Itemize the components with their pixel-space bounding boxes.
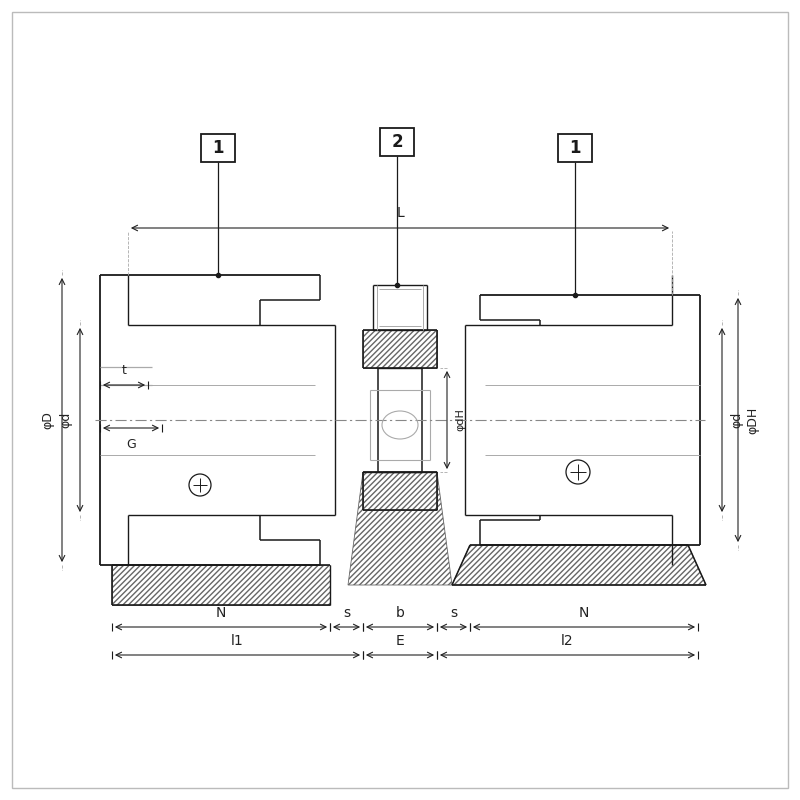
Text: s: s	[343, 606, 350, 620]
Text: s: s	[450, 606, 457, 620]
Bar	[558, 134, 592, 162]
Bar	[201, 134, 235, 162]
Text: φd: φd	[730, 412, 743, 428]
Polygon shape	[112, 565, 330, 605]
Text: l2: l2	[561, 634, 574, 648]
Text: G: G	[126, 438, 136, 451]
Text: t: t	[122, 364, 126, 377]
Polygon shape	[363, 472, 437, 510]
Text: E: E	[396, 634, 404, 648]
Text: N: N	[579, 606, 589, 620]
Bar	[380, 128, 414, 156]
Text: φdH: φdH	[455, 409, 465, 431]
Text: φDH: φDH	[746, 406, 759, 434]
Text: 1: 1	[212, 139, 224, 157]
Text: φd: φd	[59, 412, 72, 428]
Text: b: b	[395, 606, 405, 620]
Text: L: L	[396, 206, 404, 220]
Polygon shape	[348, 472, 452, 585]
Text: 1: 1	[570, 139, 581, 157]
Text: φD: φD	[41, 411, 54, 429]
Polygon shape	[363, 330, 437, 368]
Text: 2: 2	[391, 133, 403, 151]
Text: l1: l1	[231, 634, 244, 648]
Polygon shape	[452, 545, 706, 585]
Text: N: N	[216, 606, 226, 620]
